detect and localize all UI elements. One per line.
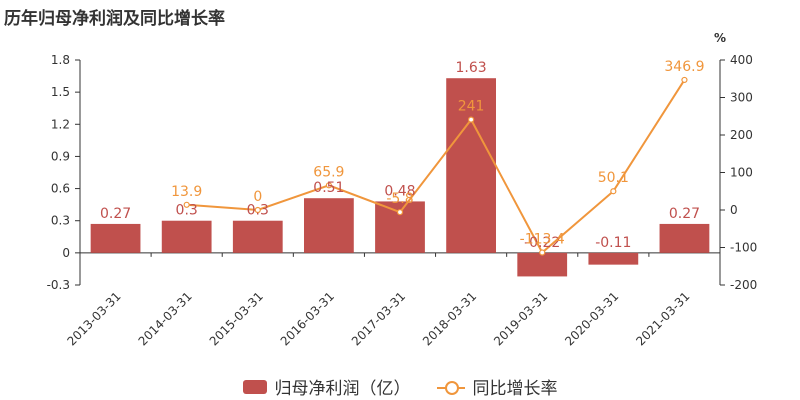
bar-data-label: 0.48 [384, 183, 415, 199]
profit-bar [659, 223, 710, 253]
x-tick-label: 2013-03-31 [64, 289, 123, 348]
y-left-tick-label: 1.5 [51, 85, 70, 99]
growth-point [610, 188, 617, 195]
y-right-tick-label: 100 [730, 166, 753, 180]
y-right-tick-label: 0 [730, 203, 738, 217]
line-data-label: 65.9 [313, 164, 344, 180]
profit-bar [304, 198, 354, 253]
profit-bar [232, 220, 283, 253]
y-right-tick-label: 300 [730, 91, 753, 105]
legend-bar-swatch [242, 379, 267, 394]
line-data-label: -5.8 [386, 191, 413, 207]
y-left-tick-label: -0.3 [47, 278, 70, 292]
y-right-unit: % [714, 31, 726, 45]
profit-bar [161, 220, 212, 253]
x-tick-label: 2018-03-31 [420, 289, 479, 348]
profit-bar [588, 252, 639, 265]
growth-point [681, 76, 688, 84]
chart-legend: 归母净利润（亿） 同比增长率 [0, 374, 800, 399]
profit-bar [446, 78, 496, 253]
x-tick-label: 2019-03-31 [491, 289, 550, 348]
growth-point [468, 116, 475, 123]
y-left-tick-label: 0.9 [51, 149, 70, 163]
line-data-label: -113.4 [520, 232, 565, 248]
x-tick-label: 2020-03-31 [562, 289, 621, 348]
legend-item-growth[interactable]: 同比增长率 [436, 374, 558, 399]
growth-point [539, 249, 546, 256]
y-right-tick-label: -100 [730, 241, 757, 255]
x-tick-label: 2015-03-31 [207, 289, 266, 348]
legend-item-profit[interactable]: 归母净利润（亿） [242, 374, 411, 399]
line-data-label: 241 [458, 99, 485, 115]
x-tick-label: 2021-03-31 [633, 289, 692, 348]
y-left-tick-label: 1.2 [51, 117, 70, 131]
y-right-tick-label: -200 [730, 278, 757, 292]
y-right-tick-label: 400 [730, 53, 753, 67]
y-left-tick-label: 0 [62, 246, 70, 260]
legend-bar-label: 归母净利润（亿） [274, 379, 411, 399]
line-data-label: 0 [253, 189, 262, 205]
x-tick-label: 2017-03-31 [349, 289, 408, 348]
bar-data-label: -0.22 [524, 235, 560, 251]
bar-data-label: 0.27 [100, 206, 131, 222]
growth-point [254, 206, 261, 214]
x-tick-label: 2016-03-31 [278, 289, 337, 348]
growth-point [325, 182, 332, 189]
growth-line [186, 79, 686, 255]
legend-line-swatch [436, 380, 465, 395]
bar-data-label: 0.51 [313, 180, 344, 196]
legend-line-label: 同比增长率 [472, 379, 558, 399]
growth-point [183, 201, 190, 208]
chart-title: 历年归母净利润及同比增长率 [4, 9, 225, 29]
line-data-label: 13.9 [171, 184, 202, 200]
profit-bar [90, 223, 141, 253]
growth-point [396, 209, 404, 216]
y-right-tick-label: 200 [730, 128, 753, 142]
bar-data-label: 0.3 [176, 203, 198, 219]
line-data-label: 346.9 [664, 59, 704, 75]
profit-bar [517, 252, 568, 277]
y-left-tick-label: 0.3 [51, 214, 70, 228]
y-left-tick-label: 0.6 [51, 182, 70, 196]
x-tick-label: 2014-03-31 [136, 289, 195, 348]
y-left-tick-label: 1.8 [51, 53, 70, 67]
line-data-label: 50.1 [598, 170, 629, 186]
bar-data-label: 0.27 [669, 206, 700, 222]
bar-data-label: 0.3 [247, 203, 269, 219]
bar-data-label: -0.11 [595, 235, 631, 251]
bar-data-label: 1.63 [456, 60, 487, 76]
